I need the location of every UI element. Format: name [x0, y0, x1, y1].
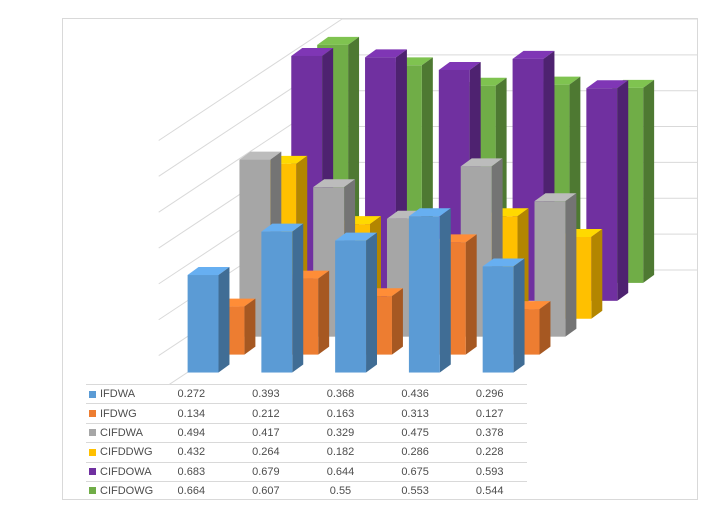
- value-cell: 0.296: [475, 388, 504, 401]
- value-cell: 0.264: [252, 446, 280, 459]
- value-cell: 0.378: [475, 426, 504, 439]
- value-cell: 0.212: [252, 407, 280, 420]
- legend-swatch: [89, 390, 96, 398]
- legend-swatch: [89, 468, 96, 476]
- value-cell: 0.683: [177, 465, 206, 478]
- value-cell: 0.436: [401, 388, 429, 401]
- bar-IFDWA-4: [408, 208, 451, 373]
- legend-cell: IFDWA: [86, 388, 154, 400]
- value-cell: 0.593: [475, 465, 504, 478]
- value-cell: 0.393: [252, 388, 280, 401]
- value-cell: 0.182: [326, 446, 355, 459]
- table-row: CIFDOWG 0.664 0.607 0.55 0.553 0.544: [86, 480, 527, 501]
- value-cell: 0.163: [326, 407, 355, 420]
- value-cell: 0.417: [252, 426, 280, 439]
- table-row: IFDWG 0.134 0.212 0.163 0.313 0.127: [86, 403, 527, 422]
- legend-label: IFDWA: [100, 388, 136, 401]
- legend-swatch: [89, 448, 96, 456]
- value-cell: 0.675: [401, 465, 429, 478]
- value-cell: 0.679: [252, 465, 280, 478]
- table-row: IFDWA 0.272 0.393 0.368 0.436 0.296: [86, 384, 527, 403]
- value-cell: 0.475: [401, 426, 429, 439]
- value-cell: 0.127: [475, 407, 504, 420]
- value-cell: 0.228: [475, 446, 504, 459]
- value-cell: 0.272: [177, 388, 206, 401]
- legend-cell: CIFDOWA: [86, 466, 154, 478]
- legend-label: CIFDOWG: [100, 484, 154, 497]
- value-cell: 0.55: [329, 484, 352, 497]
- bar-IFDWA-5: [482, 258, 525, 373]
- legend-cell: CIFDOWG: [86, 485, 154, 497]
- value-cell: 0.644: [326, 465, 355, 478]
- legend-label: IFDWG: [100, 407, 137, 420]
- plot-3d: [158, 19, 697, 392]
- bar-IFDWA-1: [187, 267, 230, 373]
- data-table: IFDWA 0.272 0.393 0.368 0.436 0.296 IFDWG 0.134…: [86, 384, 527, 501]
- legend-label: CIFDDWG: [100, 446, 153, 459]
- legend-cell: CIFDWA: [86, 427, 154, 439]
- bar-IFDWA-3: [335, 232, 378, 373]
- table-row: CIFDOWA 0.683 0.679 0.644 0.675 0.593: [86, 461, 527, 481]
- legend-label: CIFDWA: [100, 426, 143, 439]
- legend-cell: IFDWG: [86, 408, 154, 420]
- legend-swatch: [89, 410, 96, 418]
- value-cell: 0.607: [252, 484, 280, 497]
- value-cell: 0.134: [177, 407, 206, 420]
- table-row: CIFDWA 0.494 0.417 0.329 0.475 0.378: [86, 422, 527, 442]
- legend-swatch: [89, 487, 96, 495]
- value-cell: 0.286: [401, 446, 429, 459]
- value-cell: 0.664: [177, 484, 206, 497]
- table-row: CIFDDWG 0.432 0.264 0.182 0.286 0.228: [86, 442, 527, 461]
- value-cell: 0.553: [401, 484, 429, 497]
- value-cell: 0.432: [177, 446, 206, 459]
- bar-IFDWA-2: [261, 223, 304, 373]
- legend-cell: CIFDDWG: [86, 446, 154, 458]
- value-cell: 0.544: [475, 484, 504, 497]
- value-cell: 0.494: [177, 426, 206, 439]
- value-cell: 0.329: [326, 426, 355, 439]
- legend-label: CIFDOWA: [100, 465, 152, 478]
- value-cell: 0.368: [326, 388, 355, 401]
- value-cell: 0.313: [401, 407, 429, 420]
- legend-swatch: [89, 429, 96, 437]
- chart-area: IFDWA 0.272 0.393 0.368 0.436 0.296 IFDWG 0.134…: [62, 18, 698, 501]
